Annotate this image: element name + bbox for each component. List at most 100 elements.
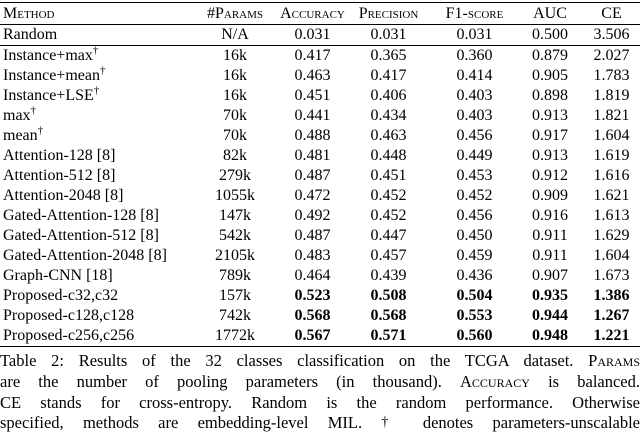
precision-cell: 0.452: [370, 187, 407, 204]
f1-score-cell: 0.560: [456, 327, 493, 344]
auc-cell: 0.948: [532, 327, 568, 344]
precision-cell: 0.365: [370, 47, 407, 64]
f1-score-cell: 0.449: [456, 147, 493, 164]
ce-cell: 1.604: [593, 247, 630, 264]
params-cell: 1772k: [215, 327, 255, 344]
ce-cell: 1.821: [593, 107, 630, 124]
caption-text: Params: [588, 351, 640, 370]
table-row: Random N/A 0.031 0.031 0.031 0.500 3.506: [0, 25, 640, 46]
method-cell: mean†: [0, 124, 190, 146]
method-name: Attention-128 [8]: [3, 147, 116, 164]
f1-score-cell: 0.414: [456, 67, 493, 84]
dagger-icon: †: [37, 124, 44, 137]
precision-cell: 0.448: [370, 147, 407, 164]
params-cell: 542k: [219, 227, 251, 244]
accuracy-cell: 0.483: [294, 247, 331, 264]
params-cell: 1055k: [215, 187, 255, 204]
method-cell: Attention-128 [8]: [0, 146, 190, 166]
method-cell: Attention-512 [8]: [0, 166, 190, 186]
f1-score-cell: 0.453: [456, 167, 493, 184]
precision-cell: 0.457: [370, 247, 407, 264]
precision-cell: 0.463: [370, 127, 407, 144]
method-name: Proposed-c128,c128: [3, 307, 135, 324]
accuracy-cell: 0.472: [294, 187, 331, 204]
f1-score-cell: 0.436: [456, 267, 493, 284]
method-cell: max†: [0, 104, 190, 126]
method-name: Graph-CNN [18]: [3, 267, 113, 284]
accuracy-cell: 0.481: [294, 147, 331, 164]
table-row: mean† 70k 0.488 0.463 0.456 0.917 1.604: [0, 124, 640, 146]
params-cell: 2105k: [215, 247, 255, 264]
table-row: Proposed-c256,c256 1772k 0.567 0.571 0.560 0.…: [0, 326, 640, 347]
accuracy-cell: 0.487: [294, 227, 331, 244]
accuracy-cell: 0.567: [294, 327, 331, 344]
params-cell: N/A: [221, 26, 249, 43]
table-caption: Table 2: Results of the 32 classes class…: [0, 351, 640, 434]
f1-score-cell: 0.031: [456, 26, 493, 43]
method-name: Proposed-c256,c256: [3, 327, 135, 344]
method-name: Gated-Attention-2048 [8]: [3, 247, 167, 264]
method-cell: Graph-CNN [18]: [0, 266, 190, 286]
method-cell: Attention-2048 [8]: [0, 186, 190, 206]
params-cell: 157k: [219, 287, 251, 304]
caption-text: Table 2: Results of the 32 classes class…: [0, 351, 589, 370]
table-row: Instance+max† 16k 0.417 0.365 0.360 0.879 2.02…: [0, 45, 640, 67]
precision-cell: 0.406: [370, 87, 407, 104]
auc-cell: 0.909: [532, 187, 568, 204]
caption-text: are the number of pooling parameters (in…: [0, 371, 460, 391]
method-name: Proposed-c32,c32: [3, 287, 119, 304]
caption-text: Accuracy: [460, 371, 530, 391]
ce-cell: 1.621: [593, 187, 630, 204]
auc-cell: 0.898: [532, 87, 568, 104]
ce-cell: 2.027: [593, 47, 630, 64]
precision-cell: 0.434: [370, 107, 407, 124]
precision-cell: 0.571: [370, 327, 407, 344]
table-row: Attention-512 [8] 279k 0.487 0.451 0.453 0.91…: [0, 166, 640, 186]
table-row: Instance+mean† 16k 0.463 0.417 0.414 0.905 1.7…: [0, 65, 640, 86]
ce-cell: 1.819: [593, 87, 630, 104]
table-header-row: Method #Params Accuracy Precision F1-score AU…: [0, 3, 640, 25]
results-table: Method #Params Accuracy Precision F1-score AU…: [0, 2, 640, 347]
auc-cell: 0.905: [532, 67, 568, 84]
params-cell: 70k: [223, 127, 247, 144]
ce-cell: 1.629: [593, 227, 630, 244]
method-cell: Gated-Attention-128 [8]: [0, 206, 190, 226]
auc-cell: 0.911: [532, 227, 568, 244]
precision-cell: 0.031: [370, 26, 407, 43]
table-row: max† 70k 0.441 0.434 0.403 0.913 1.821: [0, 104, 640, 126]
ce-cell: 1.619: [593, 147, 630, 164]
table-row: Gated-Attention-128 [8] 147k 0.492 0.452 0.4…: [0, 206, 640, 226]
method-cell: Random: [0, 25, 190, 46]
caption-text: CE stands for cross-entropy. Random is t…: [0, 392, 640, 412]
ce-cell: 1.613: [593, 207, 630, 224]
params-cell: 70k: [223, 107, 247, 124]
auc-cell: 0.916: [532, 207, 568, 224]
f1-score-cell: 0.450: [456, 227, 493, 244]
column-header-method: Method: [3, 4, 55, 22]
ce-cell: 1.221: [593, 327, 630, 344]
auc-cell: 0.917: [532, 127, 568, 144]
method-name: mean: [3, 127, 38, 144]
accuracy-cell: 0.487: [294, 167, 331, 184]
table-row: Proposed-c128,c128 742k 0.568 0.568 0.553 0.9…: [0, 306, 640, 326]
auc-cell: 0.935: [532, 287, 568, 304]
method-cell: Proposed-c256,c256: [0, 326, 190, 347]
accuracy-cell: 0.031: [294, 26, 331, 43]
table-row: Attention-128 [8] 82k 0.481 0.448 0.449 0.913…: [0, 146, 640, 166]
caption-line: are the number of pooling parameters (in…: [0, 372, 640, 393]
params-cell: 742k: [219, 307, 251, 324]
auc-cell: 0.944: [532, 307, 568, 324]
ce-cell: 1.616: [593, 167, 630, 184]
method-name: max: [3, 107, 31, 124]
table-row: Gated-Attention-512 [8] 542k 0.487 0.447 0.4…: [0, 226, 640, 246]
precision-cell: 0.451: [370, 167, 407, 184]
method-cell: Instance+max†: [0, 45, 190, 67]
method-cell: Proposed-c32,c32: [0, 286, 190, 306]
params-cell: 16k: [223, 47, 247, 64]
ce-cell: 1.267: [593, 307, 630, 324]
params-cell: 147k: [219, 207, 251, 224]
dagger-icon: †: [30, 104, 37, 117]
table-row: Proposed-c32,c32 157k 0.523 0.508 0.504 0.935…: [0, 286, 640, 306]
f1-score-cell: 0.403: [456, 107, 493, 124]
table-row: Gated-Attention-2048 [8] 2105k 0.483 0.457 0…: [0, 246, 640, 266]
